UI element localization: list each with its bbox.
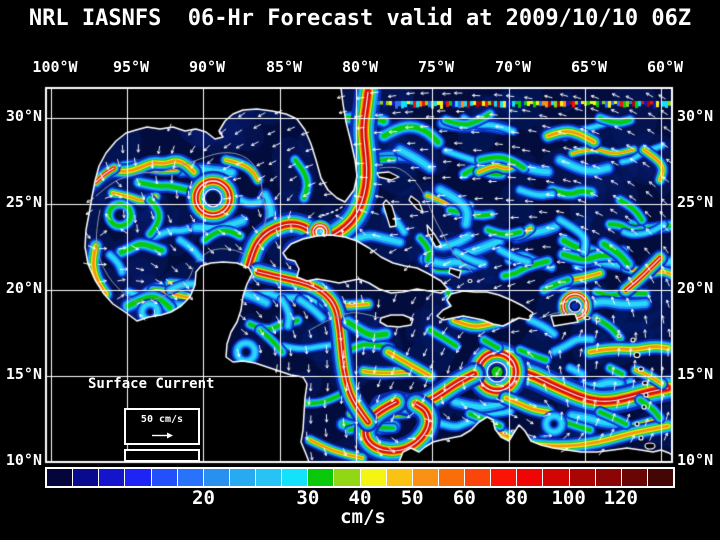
legend-title: Surface Current bbox=[88, 376, 215, 392]
latitude-label-right: 25°N bbox=[677, 193, 714, 211]
reference-vector-label: 50 cm/s bbox=[140, 414, 184, 425]
plot-title: NRL IASNFS 06-Hr Forecast valid at 2009/… bbox=[28, 6, 692, 31]
colorbar-cell bbox=[334, 469, 360, 486]
colorbar-cell bbox=[229, 469, 255, 486]
colorbar-cell bbox=[256, 469, 282, 486]
longitude-label: 90°W bbox=[188, 58, 226, 76]
colorbar-cell bbox=[282, 469, 308, 486]
colorbar-cell bbox=[125, 469, 151, 486]
colorbar-tick-label: 120 bbox=[603, 487, 638, 509]
colorbar-tick-label: 30 bbox=[296, 487, 320, 509]
latitude-label-right: 30°N bbox=[677, 107, 714, 125]
colorbar-tick-label: 20 bbox=[192, 487, 215, 509]
colorbar-cell bbox=[412, 469, 438, 486]
longitude-label: 60°W bbox=[646, 58, 684, 76]
colorbar-cell bbox=[203, 469, 229, 486]
latitude-label-left: 30°N bbox=[5, 107, 42, 125]
colorbar-unit-label: cm/s bbox=[340, 506, 386, 528]
latitude-label-left: 10°N bbox=[5, 451, 42, 469]
colorbar-cell bbox=[177, 469, 203, 486]
latitude-label-right: 20°N bbox=[677, 279, 714, 297]
colorbar-cell bbox=[647, 469, 673, 486]
latitude-label-right: 15°N bbox=[677, 365, 714, 383]
colorbar-cell bbox=[465, 469, 491, 486]
longitude-label: 85°W bbox=[265, 58, 303, 76]
colorbar-cell bbox=[73, 469, 99, 486]
colorbar-cell bbox=[543, 469, 569, 486]
colorbar-tick-label: 100 bbox=[551, 487, 586, 509]
colorbar-cell bbox=[438, 469, 464, 486]
colorbar-cell bbox=[491, 469, 517, 486]
colorbar-tick-label: 50 bbox=[400, 487, 424, 509]
latitude-label-left: 25°N bbox=[5, 193, 42, 211]
colorbar-tick-label: 40 bbox=[348, 487, 372, 509]
longitude-label: 70°W bbox=[494, 58, 532, 76]
colorbar-cell bbox=[621, 469, 647, 486]
longitude-label: 80°W bbox=[341, 58, 379, 76]
colorbar-cell bbox=[386, 469, 412, 486]
colorbar-cell bbox=[517, 469, 543, 486]
longitude-label: 75°W bbox=[417, 58, 455, 76]
colorbar-cell bbox=[47, 469, 73, 486]
colorbar-cell bbox=[151, 469, 177, 486]
colorbar-cell bbox=[360, 469, 386, 486]
longitude-label: 100°W bbox=[32, 58, 78, 76]
latitude-label-left: 20°N bbox=[5, 279, 42, 297]
colorbar-cell bbox=[595, 469, 621, 486]
longitude-label: 65°W bbox=[570, 58, 608, 76]
colorbar-cell bbox=[99, 469, 125, 486]
latitude-label-right: 10°N bbox=[677, 451, 714, 469]
reference-vector-box: 50 cm/s bbox=[124, 408, 200, 445]
latitude-label-left: 15°N bbox=[5, 365, 42, 383]
colorbar bbox=[45, 467, 675, 488]
reference-vector-arrow-icon bbox=[152, 432, 173, 439]
colorbar-tick-label: 60 bbox=[452, 487, 476, 509]
colorbar-cell bbox=[308, 469, 334, 486]
colorbar-tick-label: 80 bbox=[505, 487, 528, 509]
colorbar-cell bbox=[569, 469, 595, 486]
legend-lower-box bbox=[124, 449, 200, 462]
longitude-label: 95°W bbox=[112, 58, 150, 76]
